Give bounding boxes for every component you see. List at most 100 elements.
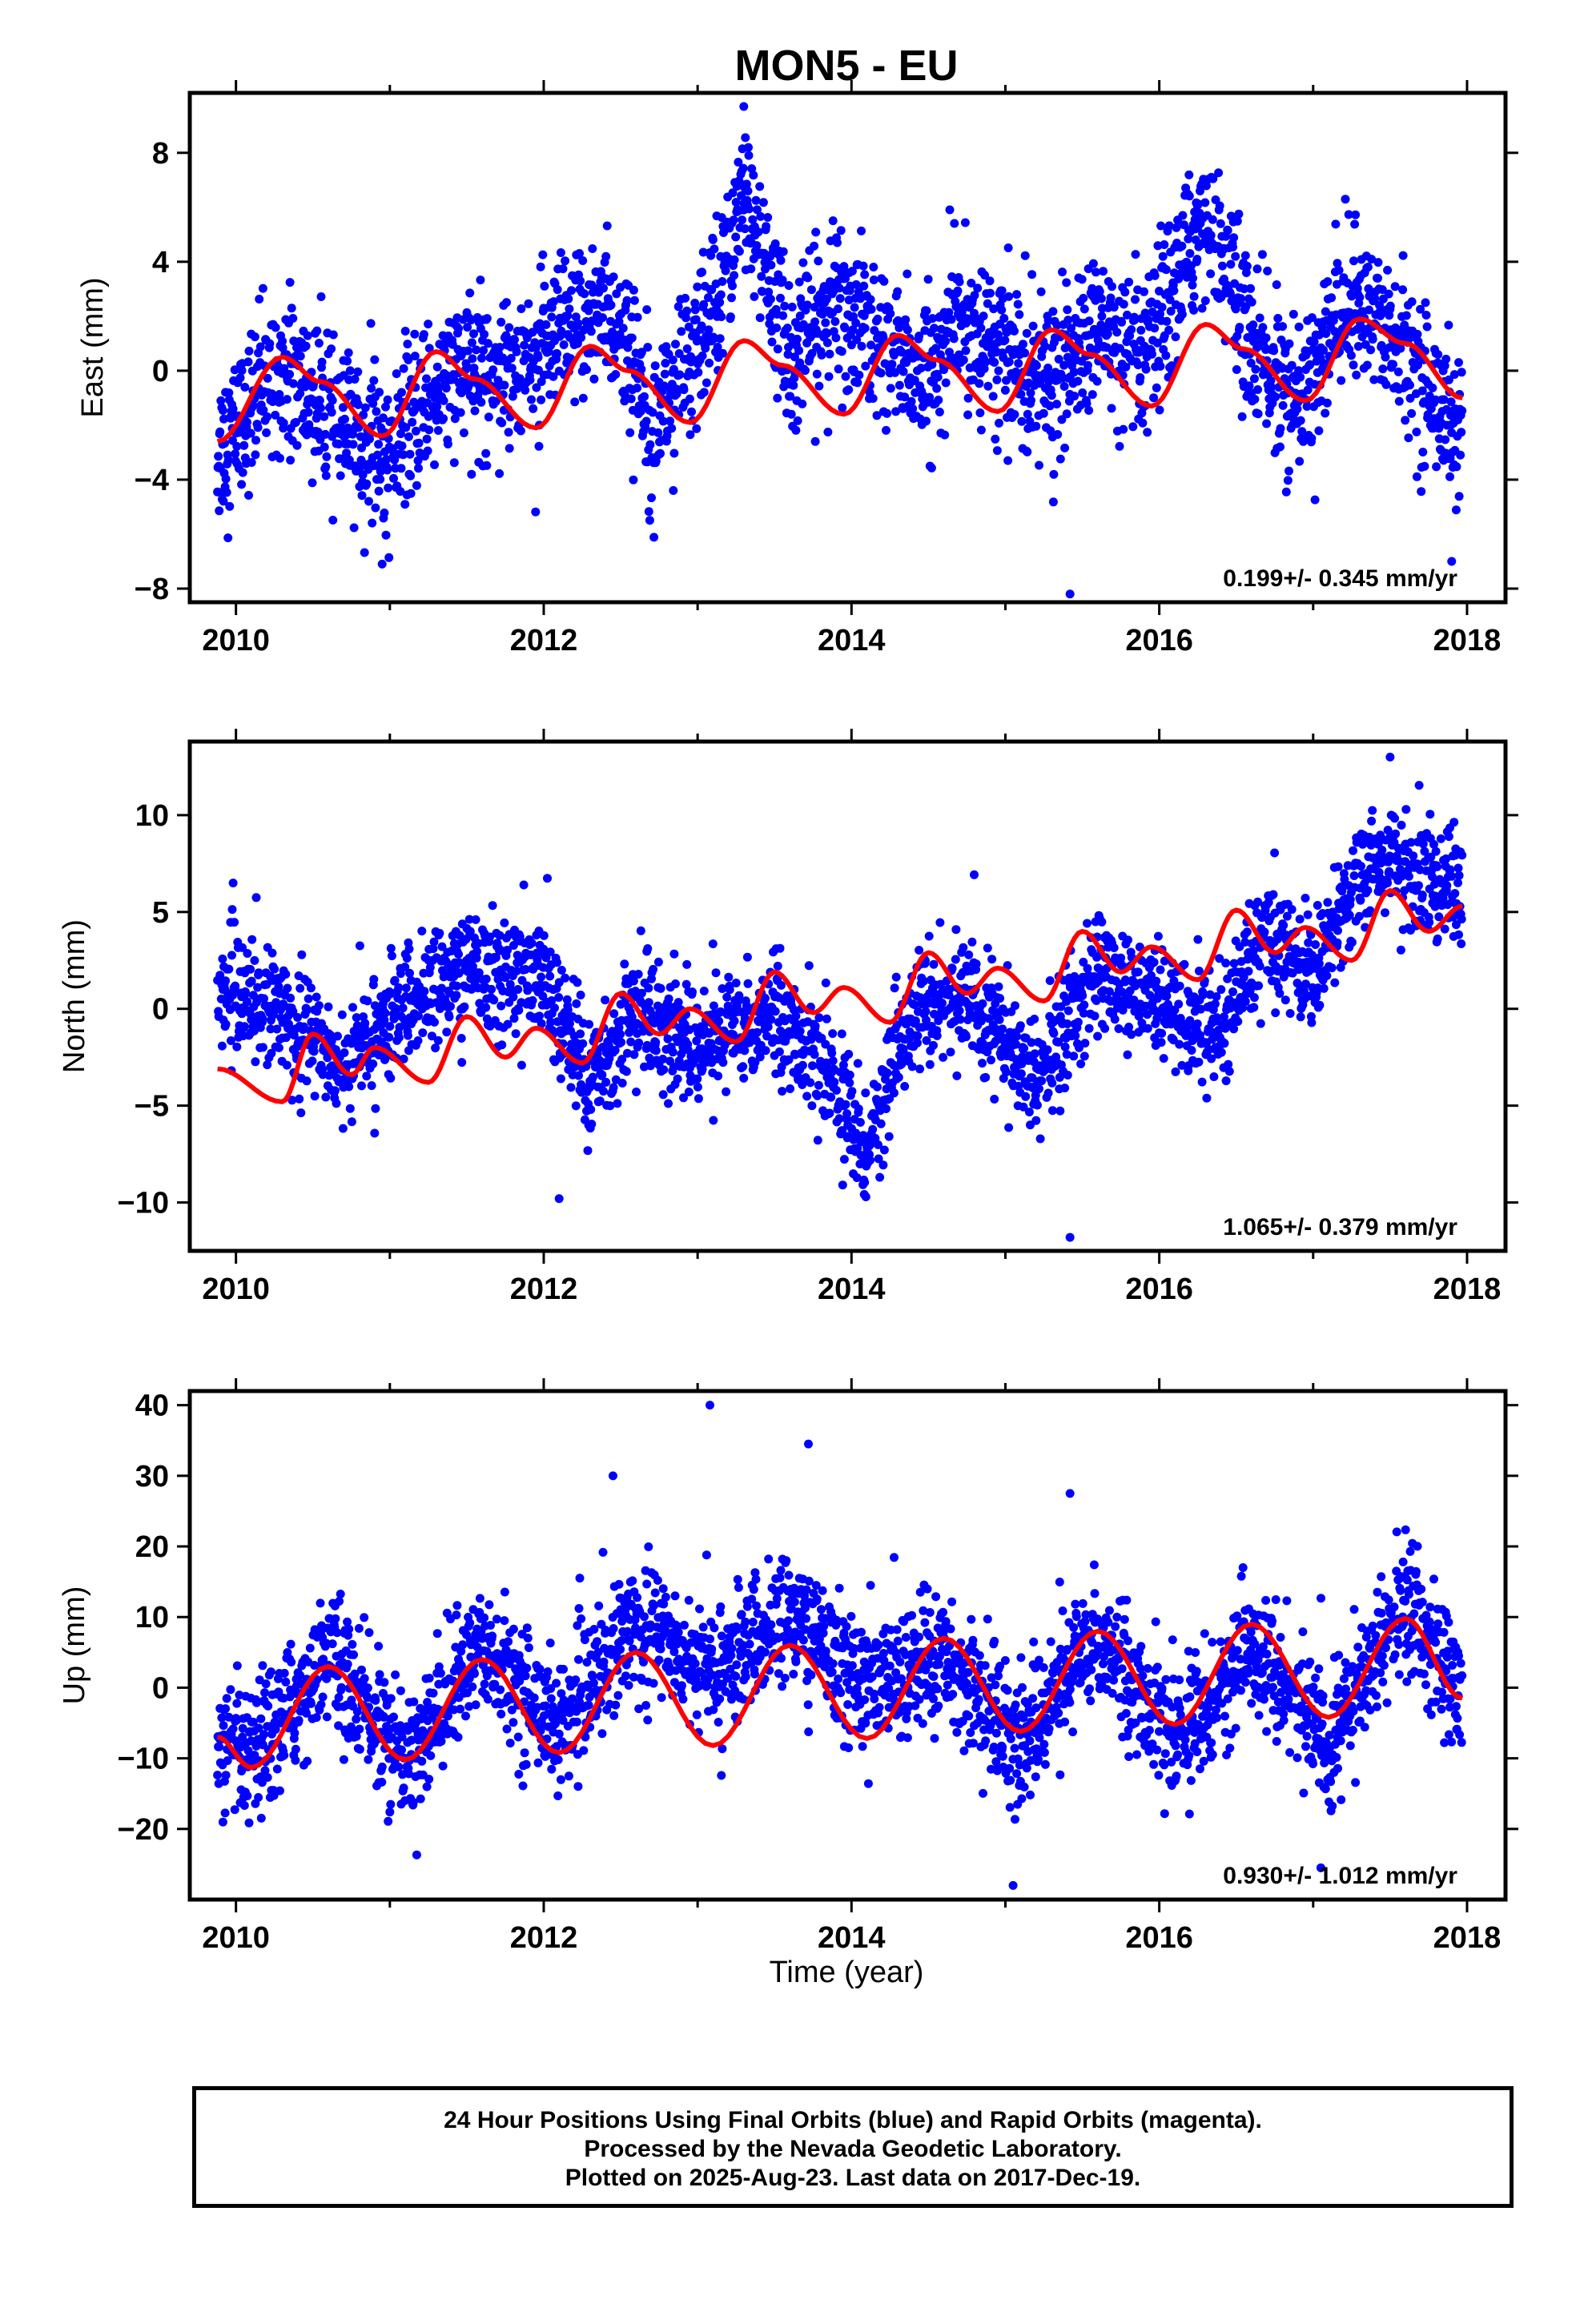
data-point — [476, 397, 486, 407]
data-point — [1150, 271, 1160, 280]
data-point — [370, 355, 380, 364]
data-point — [731, 198, 741, 207]
data-point — [633, 312, 642, 322]
data-point — [354, 423, 364, 432]
data-point — [901, 315, 911, 324]
data-point — [214, 452, 223, 461]
data-point — [633, 384, 642, 392]
data-point — [460, 1002, 469, 1011]
data-point — [620, 390, 629, 400]
data-point — [773, 344, 782, 354]
data-point — [748, 215, 758, 224]
data-point — [511, 1029, 521, 1039]
data-point — [1363, 263, 1373, 271]
data-point — [938, 999, 947, 1008]
data-point — [949, 334, 959, 344]
data-point — [669, 486, 678, 495]
data-point — [989, 304, 999, 314]
data-point — [540, 281, 549, 291]
data-point — [585, 1019, 594, 1029]
data-point — [1177, 310, 1187, 319]
data-point — [1270, 848, 1280, 858]
data-point — [519, 880, 529, 890]
data-point — [1073, 1017, 1083, 1027]
data-point — [882, 425, 890, 435]
data-point — [221, 474, 231, 484]
data-point — [852, 335, 862, 344]
data-point — [1255, 313, 1264, 323]
data-point — [246, 964, 255, 974]
data-point — [669, 949, 679, 959]
data-point — [1143, 1023, 1152, 1033]
data-point — [973, 283, 983, 293]
data-point — [869, 263, 878, 271]
data-point — [778, 275, 787, 285]
data-point — [810, 1050, 819, 1059]
data-point — [656, 983, 665, 993]
data-point — [216, 396, 226, 405]
data-point — [721, 266, 730, 275]
data-point — [531, 343, 541, 352]
data-point — [565, 1019, 574, 1028]
data-point — [671, 979, 680, 988]
data-point — [757, 271, 766, 281]
data-point — [694, 368, 703, 377]
data-point — [1341, 195, 1350, 204]
data-point — [773, 961, 782, 971]
data-point — [827, 1048, 837, 1058]
data-point — [1193, 199, 1203, 209]
data-point — [274, 1043, 283, 1052]
data-point — [1152, 383, 1161, 392]
data-point — [399, 364, 408, 373]
data-point — [288, 379, 298, 388]
data-point — [1433, 350, 1443, 360]
data-point — [793, 416, 802, 425]
data-point — [1246, 358, 1256, 368]
data-point — [528, 995, 537, 1005]
data-point — [482, 460, 492, 470]
data-point — [731, 979, 741, 987]
data-point — [1156, 309, 1164, 319]
data-point — [360, 403, 370, 412]
data-point — [911, 1016, 920, 1026]
data-point — [951, 955, 960, 964]
data-point — [545, 947, 555, 957]
data-point — [1178, 211, 1188, 220]
x-tick-label: 2012 — [510, 624, 578, 657]
data-point — [994, 330, 1003, 340]
data-point — [1114, 1024, 1124, 1033]
data-point — [285, 278, 295, 287]
data-point — [313, 428, 323, 436]
data-point — [604, 1041, 613, 1051]
data-point — [650, 361, 660, 371]
data-point — [1159, 1054, 1168, 1063]
data-point — [467, 338, 476, 348]
data-point — [979, 312, 988, 321]
data-point — [866, 295, 875, 304]
data-point — [810, 436, 820, 446]
data-point — [897, 348, 907, 357]
data-point — [1272, 280, 1281, 289]
data-point — [558, 264, 568, 274]
data-point — [1398, 251, 1408, 260]
data-point — [1131, 250, 1140, 259]
data-point — [1023, 409, 1032, 419]
data-point — [1307, 1018, 1317, 1027]
data-point — [728, 281, 737, 291]
data-point — [1052, 320, 1062, 330]
data-point — [258, 1014, 267, 1023]
data-point — [1306, 930, 1316, 939]
data-point — [370, 1128, 380, 1138]
data-point — [798, 258, 808, 267]
data-point — [397, 441, 407, 451]
data-point — [281, 1033, 291, 1043]
data-point — [1271, 392, 1280, 402]
data-point — [537, 1019, 546, 1028]
data-point — [975, 408, 985, 417]
data-point — [1303, 910, 1313, 919]
data-point — [722, 992, 732, 1002]
data-point — [501, 973, 510, 983]
data-point — [301, 341, 311, 351]
data-point — [328, 330, 338, 340]
data-point — [890, 1088, 899, 1098]
